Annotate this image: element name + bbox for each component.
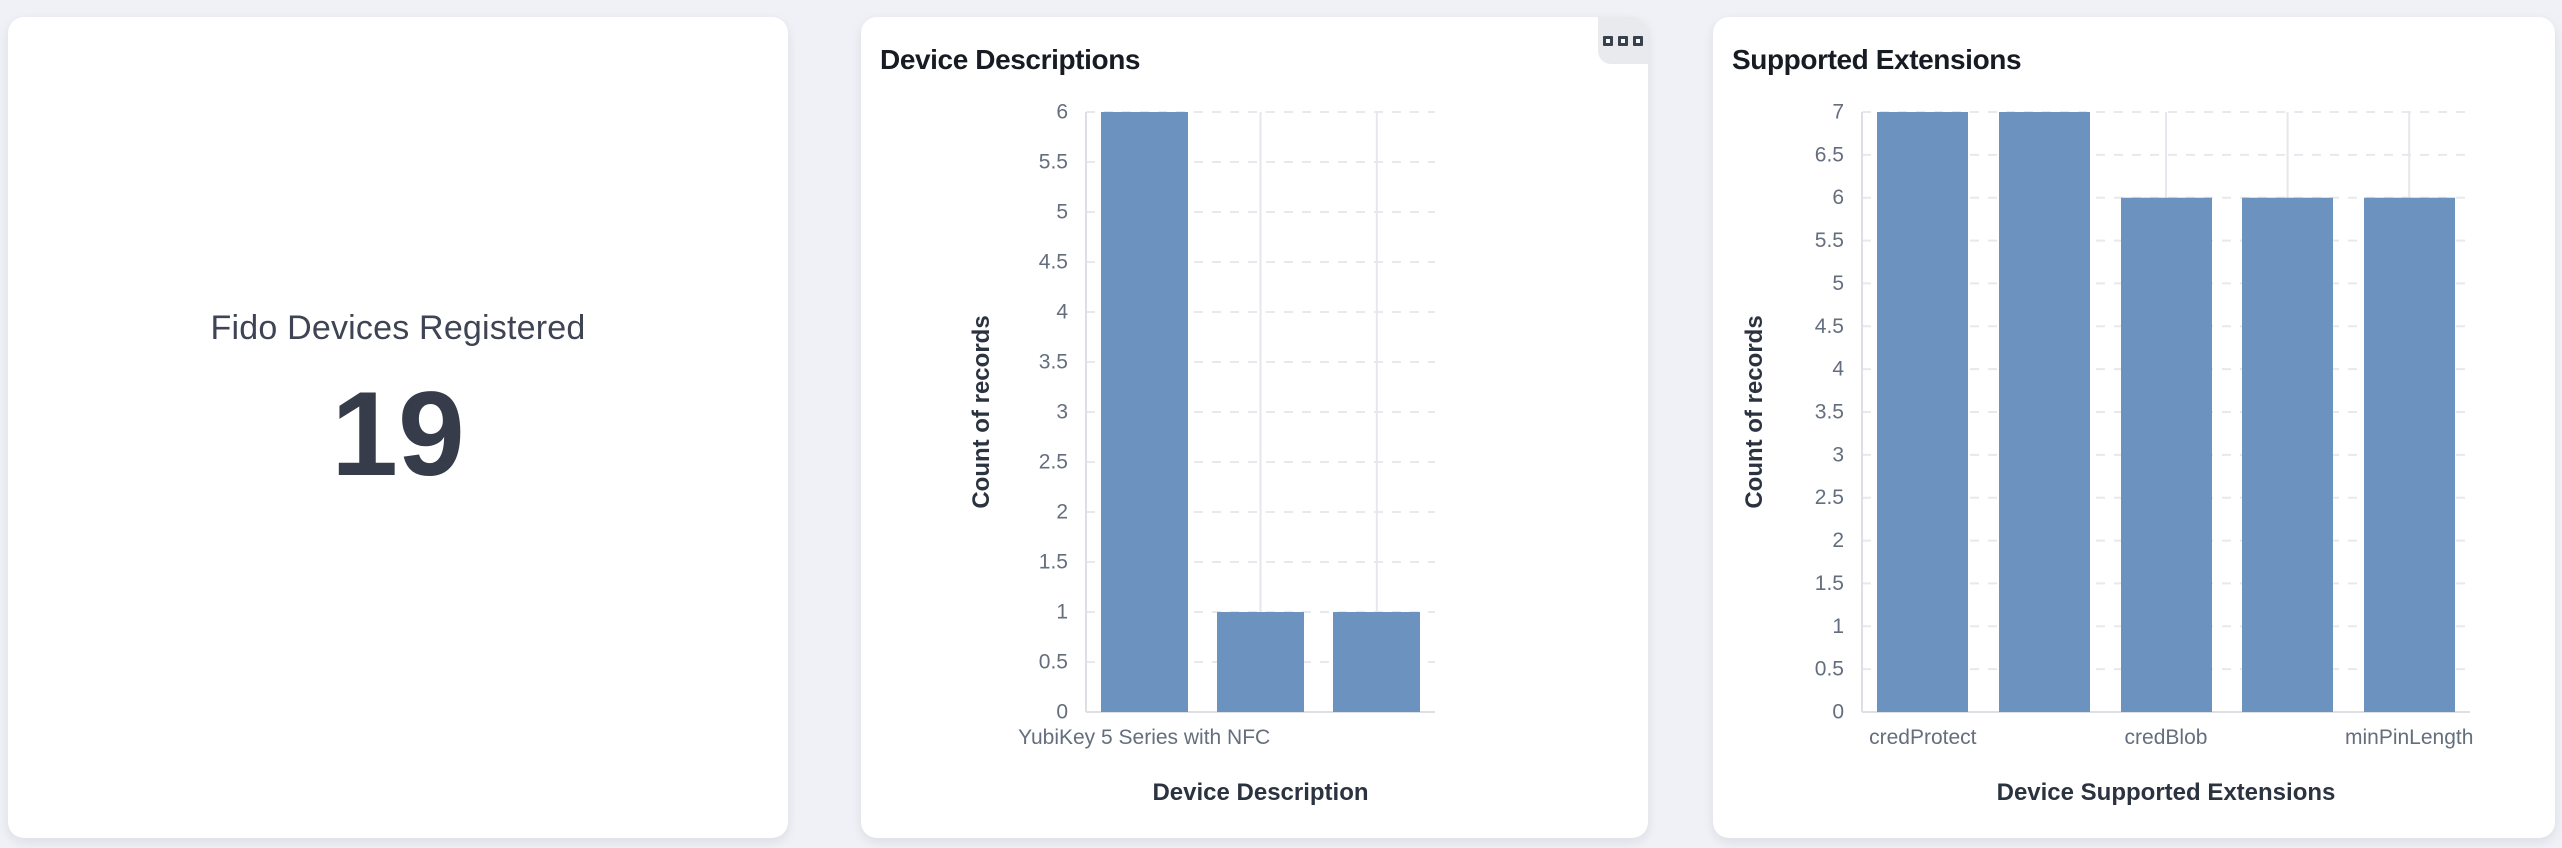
y-tick-label: 6.5 bbox=[1815, 143, 1844, 166]
y-tick-label: 0.5 bbox=[1815, 658, 1844, 681]
y-axis-title: Count of records bbox=[968, 315, 995, 508]
x-tick-label: YubiKey 5 Series with NFC bbox=[1018, 726, 1270, 749]
bar bbox=[1999, 112, 2090, 712]
stat-content: Fido Devices Registered 19 bbox=[211, 309, 586, 494]
x-tick-label: credBlob bbox=[2125, 726, 2208, 749]
y-tick-label: 2.5 bbox=[1039, 451, 1068, 474]
y-tick-label: 0 bbox=[1056, 701, 1068, 724]
y-tick-label: 1 bbox=[1832, 615, 1844, 638]
supported-extensions-card: Supported Extensions 0 0.5 1 1.5 2 2.5 3 3.5 4 4.… bbox=[1713, 17, 2555, 838]
bar bbox=[2242, 197, 2333, 712]
x-axis-title: Device Description bbox=[1152, 779, 1368, 806]
stat-value: 19 bbox=[331, 367, 465, 501]
y-tick-label: 7 bbox=[1832, 101, 1844, 124]
x-tick-label: minPinLength bbox=[2345, 726, 2473, 749]
device-descriptions-card: Device Descriptions 0 0.5 1 1.5 2 2.5 3 3.5 4 4.5… bbox=[861, 17, 1648, 838]
y-axis-title: Count of records bbox=[1741, 315, 1768, 508]
y-tick-label: 2.5 bbox=[1815, 486, 1844, 509]
y-tick-label: 3.5 bbox=[1815, 401, 1844, 424]
y-tick-label: 2 bbox=[1832, 529, 1844, 552]
stat-card: Fido Devices Registered 19 bbox=[8, 17, 788, 838]
stat-label: Fido Devices Registered bbox=[210, 309, 586, 347]
y-tick-label: 4 bbox=[1832, 358, 1844, 381]
device-descriptions-chart: 0 0.5 1 1.5 2 2.5 3 3.5 4 4.5 5 5.5 6 YubiKey 5 Serie… bbox=[968, 101, 1435, 806]
y-tick-label: 0 bbox=[1832, 701, 1844, 724]
bar bbox=[1101, 112, 1188, 712]
bar bbox=[1217, 612, 1304, 712]
y-tick-label: 5.5 bbox=[1815, 229, 1844, 252]
y-tick-label: 5.5 bbox=[1039, 151, 1068, 174]
bar bbox=[2121, 197, 2212, 712]
bar bbox=[2364, 197, 2455, 712]
supported-extensions-chart: 0 0.5 1 1.5 2 2.5 3 3.5 4 4.5 5 5.5 6 6.5 7 credProtect… bbox=[1741, 101, 2473, 807]
x-tick-label: credProtect bbox=[1869, 726, 1977, 749]
y-tick-label: 5 bbox=[1056, 201, 1068, 224]
square-glyph bbox=[1633, 35, 1643, 46]
y-tick-label: 3 bbox=[1832, 443, 1844, 466]
card-title: Device Descriptions bbox=[880, 44, 1141, 75]
three-squares-icon bbox=[1603, 35, 1643, 46]
y-tick-label: 1 bbox=[1056, 601, 1068, 624]
y-tick-label: 0.5 bbox=[1039, 651, 1068, 674]
y-tick-label: 1.5 bbox=[1039, 551, 1068, 574]
y-tick-label: 4.5 bbox=[1039, 251, 1068, 274]
y-tick-label: 3.5 bbox=[1039, 351, 1068, 374]
y-tick-label: 6 bbox=[1056, 101, 1068, 124]
x-axis-title: Device Supported Extensions bbox=[1997, 779, 2336, 806]
bar bbox=[1333, 612, 1420, 712]
card-options-button[interactable] bbox=[1598, 17, 1648, 64]
bar bbox=[1877, 112, 1968, 712]
y-tick-label: 5 bbox=[1832, 272, 1844, 295]
y-tick-label: 2 bbox=[1056, 501, 1068, 524]
y-tick-label: 6 bbox=[1832, 186, 1844, 209]
y-tick-label: 4.5 bbox=[1815, 315, 1844, 338]
y-tick-label: 1.5 bbox=[1815, 572, 1844, 595]
y-tick-label: 3 bbox=[1056, 401, 1068, 424]
square-glyph bbox=[1603, 35, 1613, 46]
square-glyph bbox=[1618, 35, 1628, 46]
y-tick-label: 4 bbox=[1056, 301, 1068, 324]
card-title: Supported Extensions bbox=[1732, 44, 2022, 75]
